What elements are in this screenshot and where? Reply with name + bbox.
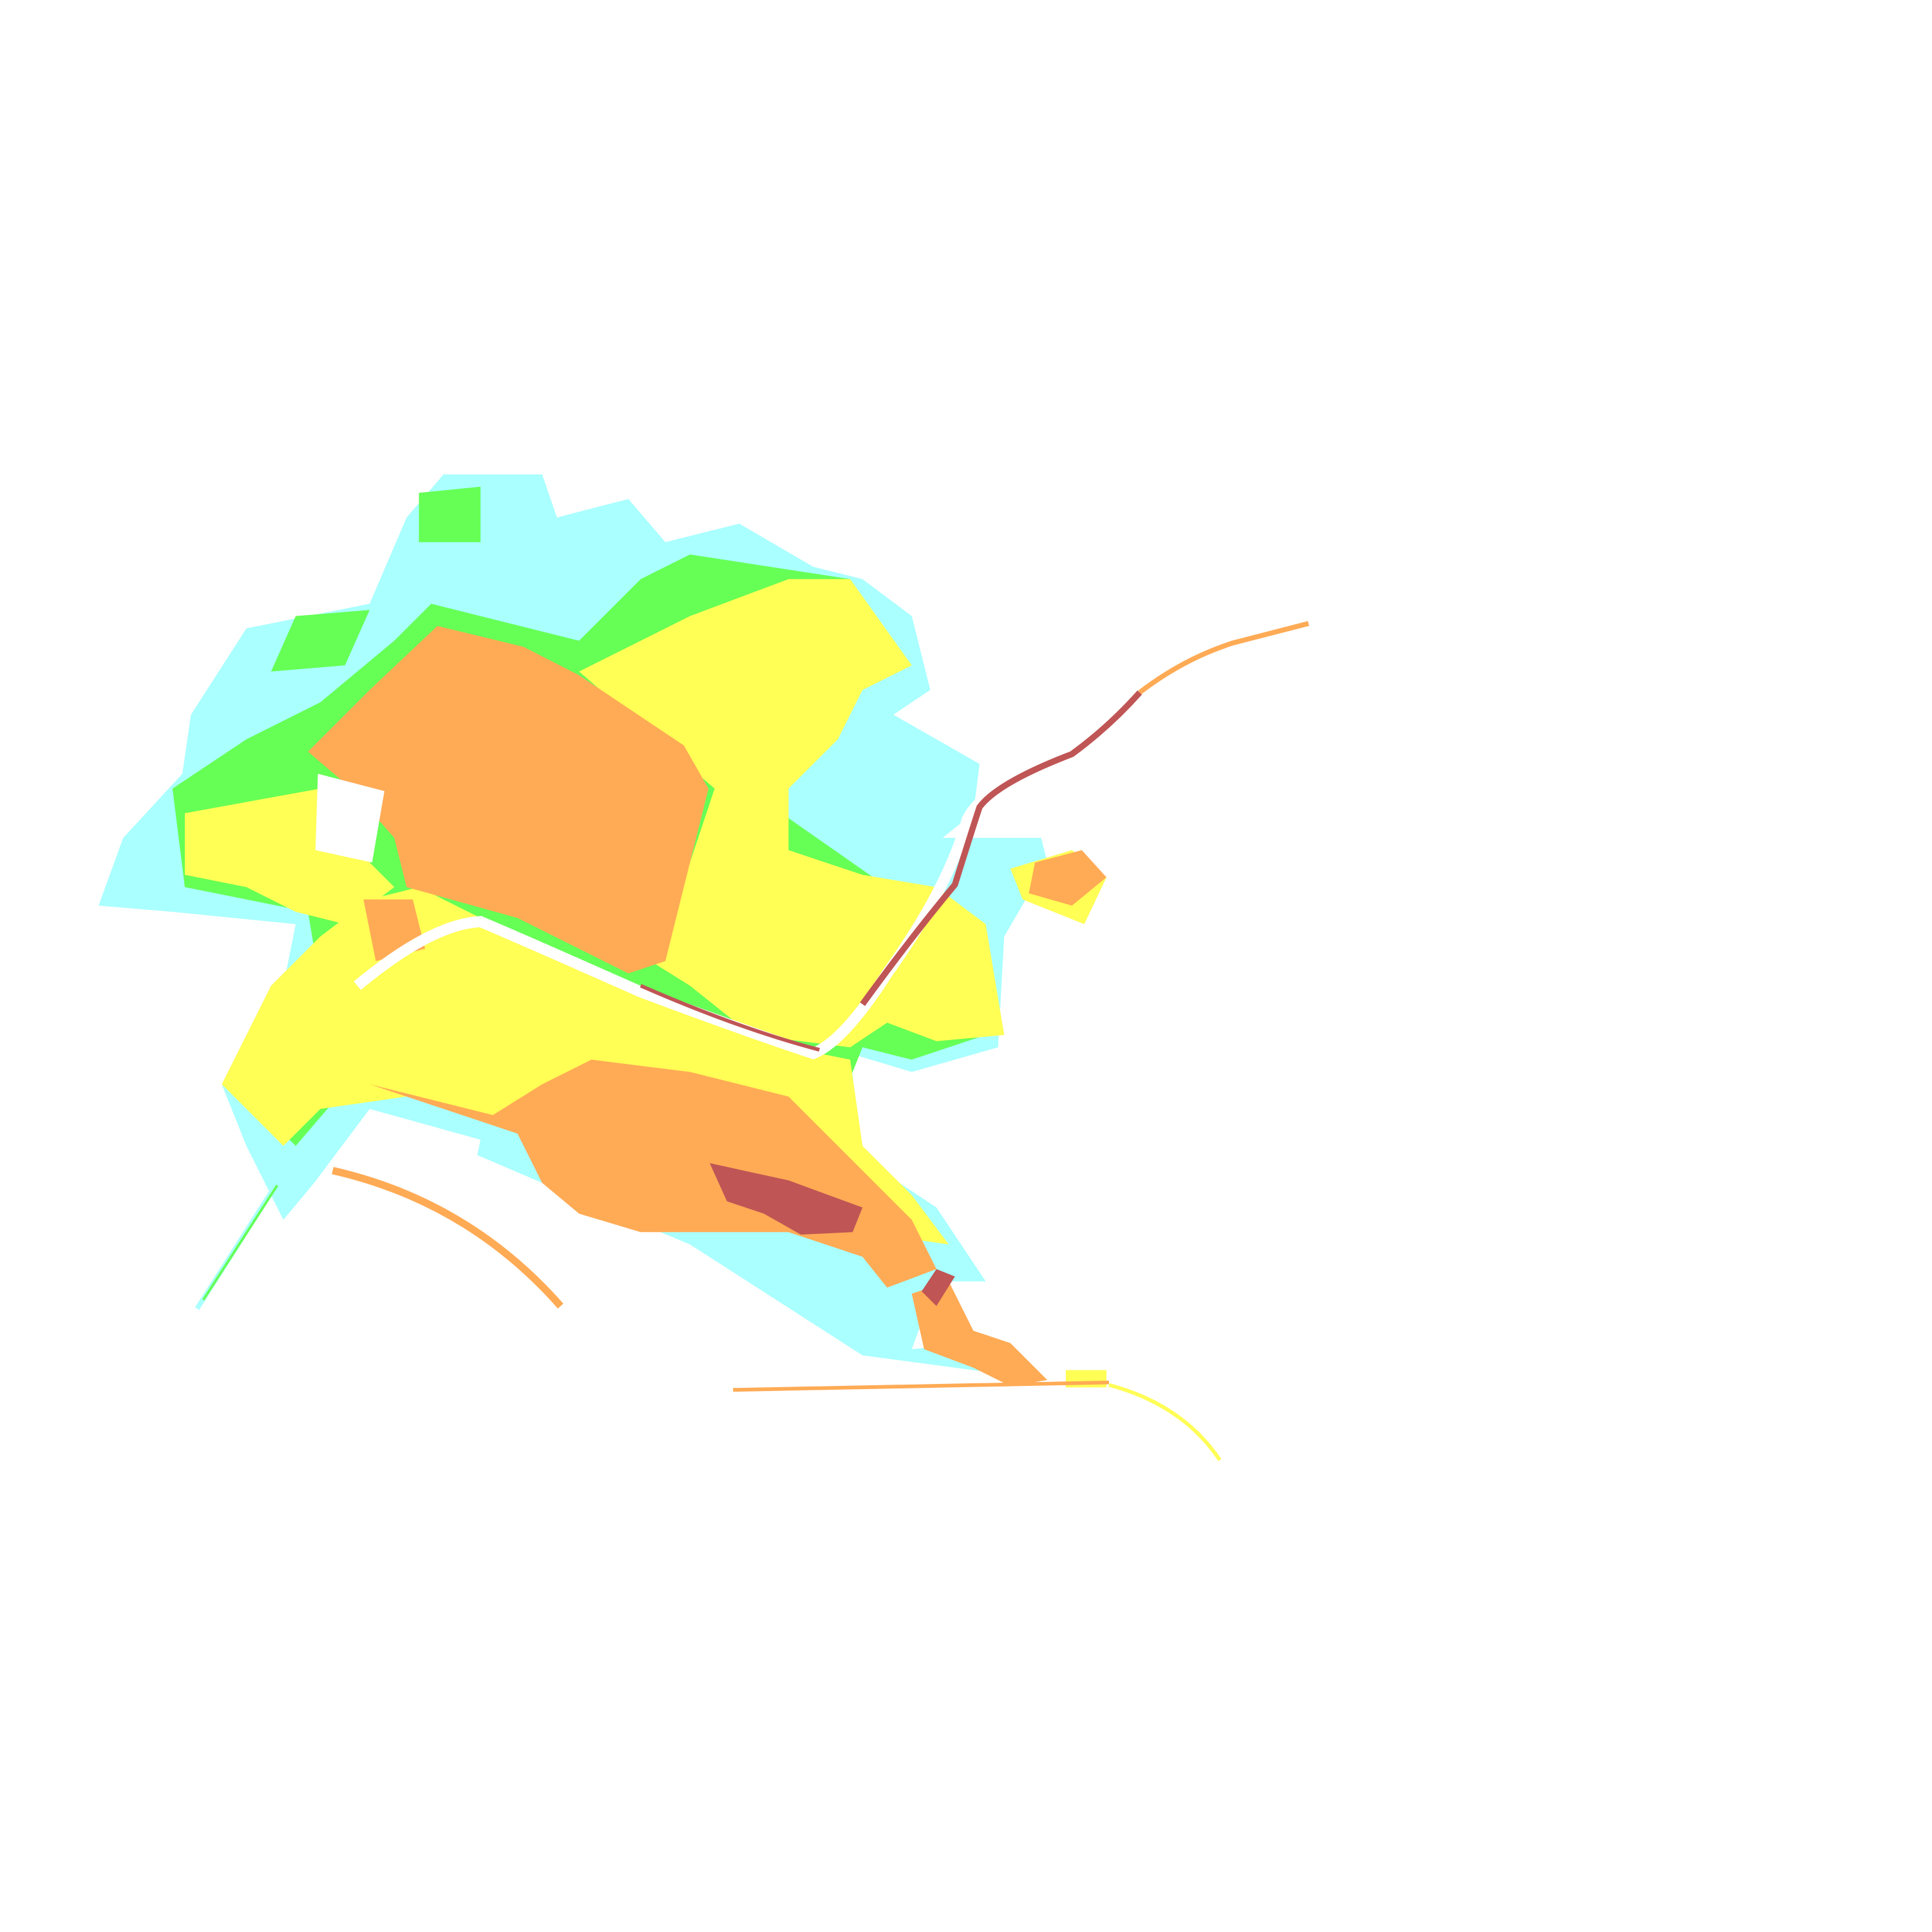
map-class-3-region — [184, 788, 1107, 924]
map-class-2-region — [270, 486, 481, 672]
map-class-5-region — [710, 1163, 955, 1307]
map-class-3-region — [579, 579, 1005, 1048]
jetty-line-east — [1108, 1383, 1222, 1461]
jetty-line — [733, 1380, 1109, 1392]
canal-class-4 — [1138, 621, 1309, 695]
canal-class-5-south — [639, 983, 820, 1052]
map-class-4-region — [308, 625, 709, 974]
map-nodata-region — [315, 773, 542, 1307]
west-diagonal-inner — [202, 1184, 279, 1301]
coastal-arc — [332, 1167, 564, 1309]
canal-class-5 — [860, 690, 1142, 1007]
